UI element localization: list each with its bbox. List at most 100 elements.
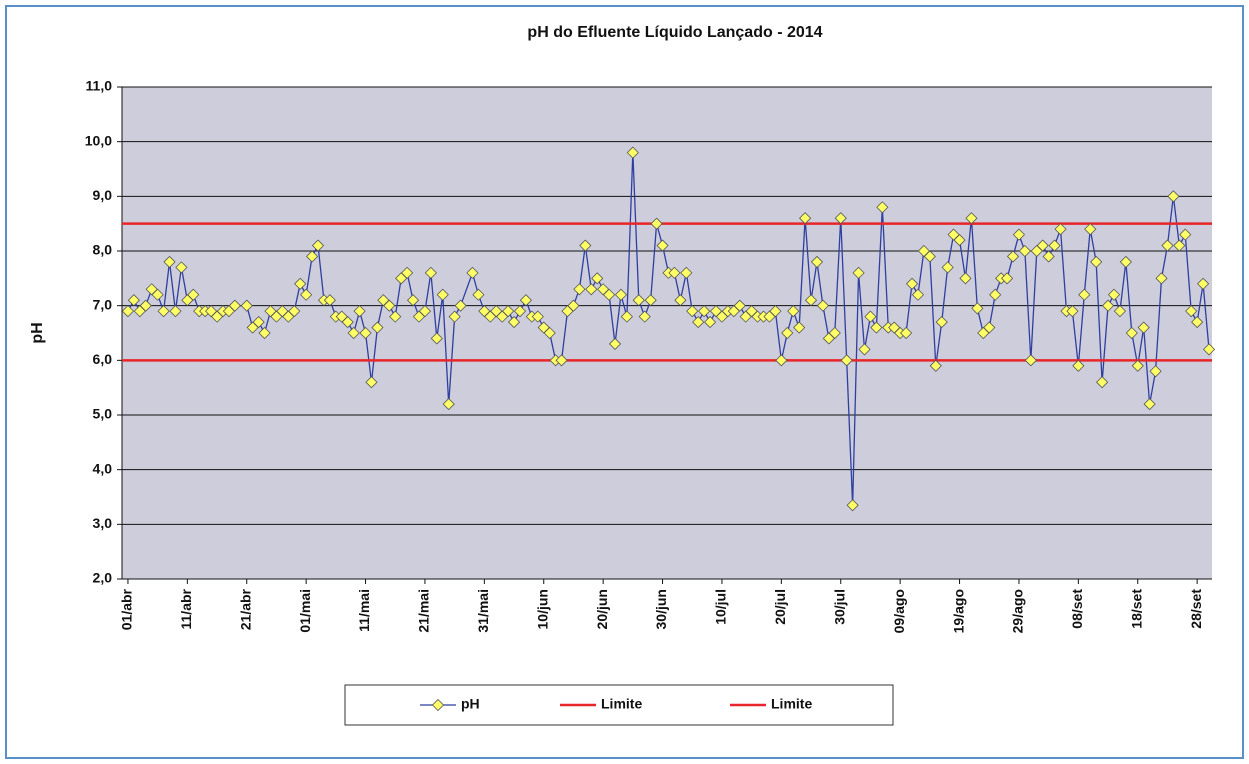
data-point: [519, 294, 532, 307]
data-point: [454, 299, 467, 312]
data-point: [1042, 250, 1055, 263]
data-point: [163, 255, 176, 268]
data-point: [258, 326, 271, 340]
data-point: [1101, 299, 1115, 312]
x-tick-label: 18/set: [1128, 589, 1144, 629]
data-point: [703, 316, 717, 329]
data-point: [793, 321, 806, 334]
data-point: [686, 305, 699, 318]
data-point: [1155, 272, 1168, 285]
data-point: [965, 212, 978, 225]
data-point: [359, 326, 372, 340]
data-point: [252, 316, 265, 329]
data-point: [1036, 239, 1049, 252]
data-point: [1090, 255, 1103, 268]
data-point: [668, 266, 681, 279]
data-point: [1072, 359, 1085, 372]
data-point: [1084, 223, 1097, 236]
data-point: [121, 305, 135, 318]
data-point: [680, 266, 693, 279]
data-point: [127, 294, 140, 307]
data-point: [935, 316, 948, 329]
data-point: [591, 272, 604, 285]
x-tick-label: 29/ago: [1010, 589, 1026, 633]
data-point: [567, 299, 580, 312]
data-point: [983, 321, 996, 334]
data-point: [864, 310, 877, 323]
x-tick-label: 11/abr: [178, 588, 194, 629]
x-tick-label: 21/abr: [237, 588, 253, 630]
data-point: [870, 321, 883, 334]
data-point: [804, 294, 818, 307]
data-point: [775, 354, 788, 367]
y-tick-label: 7,0: [93, 296, 113, 312]
x-tick-label: 28/set: [1188, 589, 1204, 629]
data-point: [1149, 365, 1162, 378]
data-point: [840, 354, 853, 367]
data-point: [383, 299, 396, 312]
data-point: [781, 326, 794, 340]
data-point: [1191, 316, 1204, 329]
data-point: [442, 398, 455, 411]
x-tick-label: 30/jun: [653, 589, 669, 629]
data-point: [353, 305, 366, 318]
y-tick-label: 5,0: [93, 406, 113, 422]
data-point: [620, 310, 633, 323]
data-point: [852, 266, 865, 279]
data-point: [418, 305, 432, 318]
data-point: [1161, 239, 1174, 252]
legend-label: pH: [461, 696, 480, 712]
data-point: [1096, 376, 1109, 389]
data-point: [389, 310, 402, 323]
x-tick-label: 30/jul: [831, 589, 847, 625]
data-point: [1113, 305, 1126, 318]
legend-label: Limite: [601, 696, 642, 712]
data-point: [555, 354, 568, 367]
data-point: [1001, 272, 1014, 285]
data-point: [834, 212, 847, 225]
data-point: [632, 294, 645, 307]
x-tick-label: 19/ago: [950, 589, 966, 633]
data-point: [1173, 239, 1186, 252]
data-point: [911, 288, 925, 301]
data-point: [828, 326, 841, 340]
data-point: [288, 305, 301, 318]
data-point: [294, 277, 307, 290]
y-tick-label: 6,0: [93, 351, 113, 367]
data-point: [585, 283, 598, 296]
x-tick-label: 01/abr: [119, 588, 135, 630]
data-point: [507, 316, 521, 329]
data-point: [674, 294, 687, 307]
data-point: [650, 217, 663, 230]
data-point: [306, 250, 319, 263]
data-point: [169, 305, 182, 318]
data-point: [603, 288, 616, 301]
data-point: [502, 305, 515, 318]
legend-label: Limite: [771, 696, 812, 712]
data-point: [1024, 354, 1037, 367]
x-tick-label: 10/jun: [534, 589, 550, 629]
x-tick-label: 31/mai: [475, 589, 491, 633]
data-point: [941, 261, 954, 274]
data-point: [347, 326, 360, 340]
data-point: [157, 305, 170, 318]
data-point: [531, 310, 544, 323]
data-point: [787, 305, 800, 318]
y-tick-label: 4,0: [93, 460, 113, 476]
data-point: [1048, 239, 1061, 252]
data-point: [1006, 250, 1020, 263]
data-point: [139, 299, 152, 312]
data-point: [151, 288, 164, 301]
x-tick-label: 10/jul: [713, 589, 729, 625]
data-point: [769, 305, 782, 318]
data-point: [311, 239, 325, 252]
data-point: [1012, 228, 1026, 241]
x-tick-label: 21/mai: [416, 589, 432, 633]
data-point: [365, 376, 378, 389]
data-point: [1078, 288, 1091, 301]
data-point: [430, 332, 443, 345]
y-tick-label: 2,0: [93, 570, 113, 586]
legend-marker: [431, 698, 445, 712]
data-point: [401, 266, 414, 279]
data-point: [905, 277, 919, 290]
